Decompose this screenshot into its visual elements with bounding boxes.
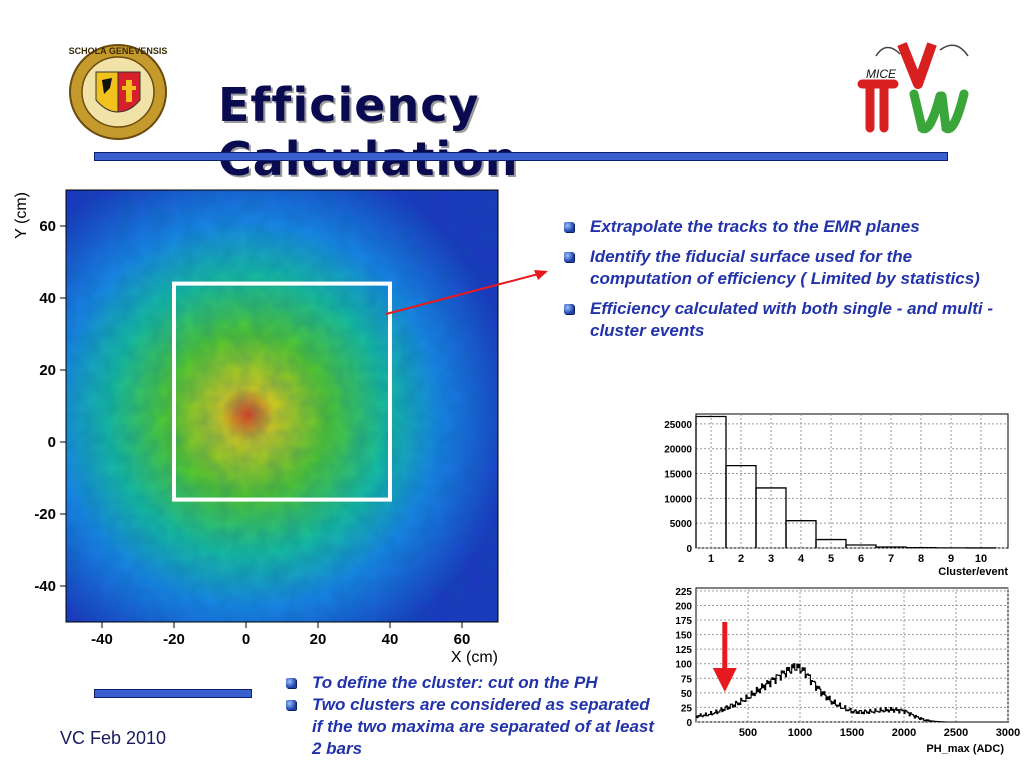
hist1-x-tick-label: 2 — [738, 553, 744, 565]
hist2-y-tick-label: 225 — [675, 587, 692, 598]
hist2-y-tick-label: 25 — [681, 703, 693, 714]
hist2-x-axis-label: PH_max (ADC) — [926, 743, 1004, 755]
ph-max-histogram: 500 1000 1500 2000 2500 3000 0 25 50 75 100 125 150 1… — [675, 587, 1020, 755]
hist2-y-tick-label: 50 — [681, 689, 693, 700]
hist2-x-tick-label: 2500 — [944, 727, 968, 739]
x-tick-label: 60 — [454, 631, 471, 648]
hist1-x-tick-label: 1 — [708, 553, 714, 565]
hist1-y-tick-label: 0 — [686, 544, 692, 555]
hist1-y-tick-label: 20000 — [664, 445, 692, 456]
fiducial-box — [172, 281, 392, 502]
y-tick-label: -20 — [34, 506, 56, 523]
hist2-x-tick-label: 3000 — [996, 727, 1020, 739]
hist2-y-tick-label: 150 — [675, 631, 692, 642]
y-tick-label: 40 — [39, 290, 56, 307]
hist2-y-tick-label: 125 — [675, 645, 692, 656]
bottom-bullet-list: To define the cluster: cut on the PH Two… — [282, 672, 662, 760]
hist1-x-tick-label: 5 — [828, 553, 834, 565]
hist1-bar — [815, 538, 847, 548]
hist1-frame — [695, 413, 1009, 549]
hist2-y-tick-label: 100 — [675, 660, 692, 671]
right-bullet-list: Extrapolate the tracks to the EMR planes… — [560, 216, 1000, 350]
hist1-x-tick-label: 10 — [975, 553, 987, 565]
y-tick-label: -40 — [34, 578, 56, 595]
bullet-item: Efficiency calculated with both single -… — [560, 298, 1000, 342]
hist1-x-tick-label: 4 — [798, 553, 805, 565]
mice-logo: MICE — [857, 42, 969, 134]
hist2-x-tick-label: 1000 — [788, 727, 812, 739]
x-tick-label: 40 — [382, 631, 399, 648]
x-tick-label: -20 — [163, 631, 185, 648]
hist1-bar — [755, 487, 787, 548]
cut-arrow-head — [712, 668, 737, 692]
hist1-x-tick-label: 9 — [948, 553, 954, 565]
hist2-x-tick-label: 1500 — [840, 727, 864, 739]
x-tick-label: -40 — [91, 631, 113, 648]
x-tick-label: 0 — [242, 631, 250, 648]
hist1-y-tick-label: 10000 — [664, 494, 692, 505]
hist2-series-line — [696, 663, 1010, 723]
heatmap-frame — [65, 189, 499, 623]
hist1-y-tick-label: 5000 — [670, 519, 693, 530]
hist2-y-tick-label: 200 — [675, 601, 692, 612]
hist2-y-tick-label: 175 — [675, 616, 692, 627]
footer-date: VC Feb 2010 — [60, 728, 167, 748]
hist1-x-tick-label: 3 — [768, 553, 774, 565]
mice-logo-text: MICE — [866, 67, 897, 81]
bullet-item: Two clusters are considered as separated… — [282, 694, 662, 760]
y-tick-label: 20 — [39, 362, 56, 379]
hist1-x-tick-label: 8 — [918, 553, 924, 565]
heatmap-texture — [66, 190, 498, 622]
hist2-frame — [695, 587, 1009, 723]
geneva-seal-logo: SCHOLA GENEVENSIS — [69, 44, 168, 140]
hist1-y-tick-label: 15000 — [664, 470, 692, 481]
bullet-item: Extrapolate the tracks to the EMR planes — [560, 216, 1000, 238]
y-tick-label: 60 — [39, 218, 56, 235]
title-underline — [94, 152, 948, 161]
hist1-x-tick-label: 6 — [858, 553, 864, 565]
hist1-x-tick-label: 7 — [888, 553, 894, 565]
x-tick-label: 20 — [310, 631, 327, 648]
hist1-y-tick-label: 25000 — [664, 420, 692, 431]
hist2-y-tick-label: 0 — [686, 718, 692, 729]
y-tick-label: 0 — [48, 434, 56, 451]
y-axis-label: Y (cm) — [13, 192, 30, 239]
bullet-item: Identify the fiducial surface used for t… — [560, 246, 1000, 290]
seal-text: SCHOLA GENEVENSIS — [69, 46, 168, 56]
callout-arrow — [385, 270, 548, 315]
x-axis-label: X (cm) — [451, 649, 498, 666]
footer-rule — [94, 689, 252, 698]
hist1-x-axis-label: Cluster/event — [938, 566, 1008, 578]
hist2-y-tick-label: 75 — [681, 674, 693, 685]
bullet-item: To define the cluster: cut on the PH — [282, 672, 662, 694]
hist2-x-tick-label: 500 — [739, 727, 757, 739]
hist2-x-tick-label: 2000 — [892, 727, 916, 739]
cluster-per-event-histogram: 1 2 3 4 5 6 7 8 9 10 0 5000 10000 15000 20000 25000 Clus… — [664, 413, 1009, 578]
slide-title: Efficiency Calculation — [218, 78, 518, 186]
hist1-bar — [785, 520, 817, 548]
